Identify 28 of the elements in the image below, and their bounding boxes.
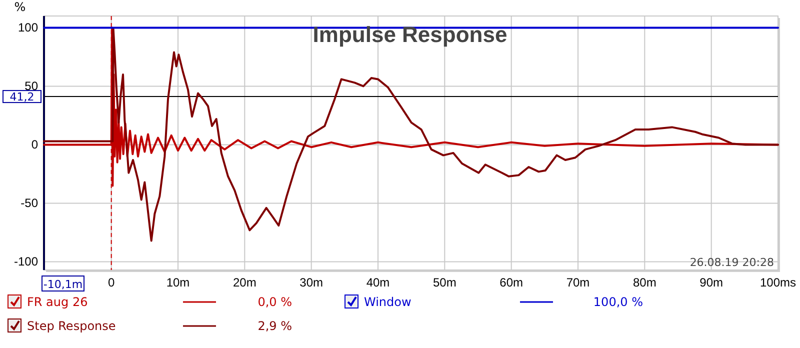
text: 100,0 %	[593, 295, 643, 309]
x-tick-label: 60m	[500, 276, 524, 290]
y-axis-title: %	[14, 0, 26, 14]
annotation: 26.08.19 20:28	[690, 256, 774, 269]
ref-line-label: -10,1m	[43, 278, 83, 291]
y-tick-label: -100	[14, 254, 38, 269]
x-tick-label: 10m	[166, 276, 190, 290]
chart-title: Impulse Response	[312, 22, 508, 47]
x-tick-label: 20m	[232, 276, 256, 290]
x-tick-label: 90m	[700, 276, 724, 290]
y-tick-label: 100	[18, 20, 38, 35]
legend-label: FR aug 26	[27, 295, 88, 309]
ref-line-label: 41,2	[10, 90, 34, 104]
line-series	[43, 28, 779, 242]
x-tick-label: 70m	[566, 276, 590, 290]
text: 2,9 %	[258, 319, 292, 333]
y-tick-label: 50	[24, 79, 38, 94]
x-tick-label: 0	[108, 276, 115, 290]
y-tick-label: 0	[31, 138, 38, 152]
x-tick-label: 30m	[300, 276, 324, 290]
x-tick-label: 50m	[432, 276, 456, 290]
x-tick-label: 100ms	[760, 276, 796, 290]
legend-label: Step Response	[27, 319, 116, 333]
legend-label: Window	[364, 295, 412, 309]
y-tick-label: -50	[20, 196, 38, 210]
text: 0,0 %	[258, 295, 292, 309]
x-tick-label: 80m	[632, 276, 656, 290]
x-tick-label: 40m	[366, 276, 390, 290]
